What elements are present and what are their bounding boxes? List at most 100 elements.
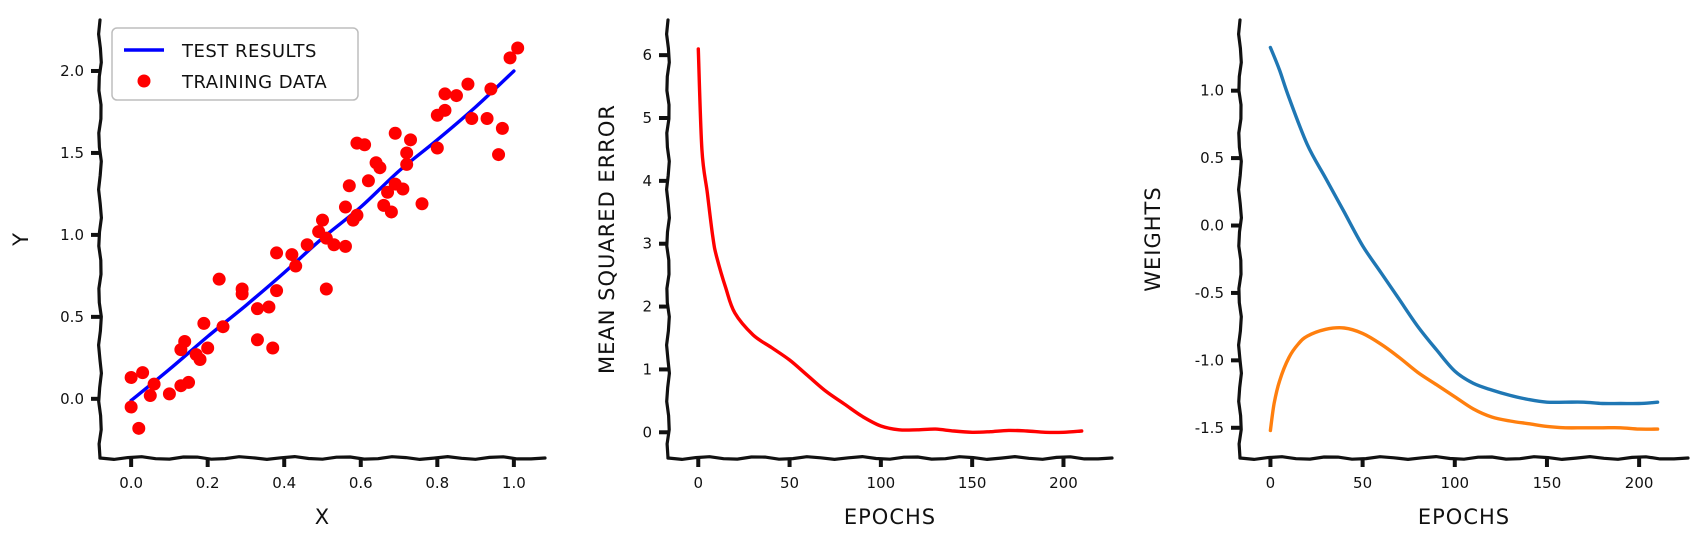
y-tick-label: 1.0	[1200, 82, 1224, 100]
training-data-point	[327, 238, 341, 252]
x-tick-label: 100	[867, 474, 896, 492]
training-data-point	[262, 300, 276, 314]
y-tick-label: 0.5	[1200, 149, 1224, 167]
x-tick-label: 0.6	[349, 474, 373, 492]
series-line-1	[696, 47, 1084, 435]
x-tick-label: 1.0	[502, 474, 526, 492]
training-data-point	[384, 205, 398, 219]
chart-panel-3: 0 50 100 150 200 1.0 0.5 0.0 -0.5 -1.0 -1.5 Epochs W…	[1141, 18, 1690, 529]
training-data-point	[492, 148, 506, 162]
training-data-point	[480, 112, 494, 126]
training-data-point	[124, 371, 138, 385]
chart-panel-1: 0.0 0.2 0.4 0.6 0.8 1.0 0.0 0.5 1.0 1.5 2.0 x y Test …	[9, 18, 547, 529]
legend-frame	[111, 27, 359, 101]
y-tick-label: 6	[642, 46, 652, 64]
training-data-point	[250, 302, 264, 316]
x-axis-spine	[1238, 454, 1690, 462]
legend-entry-label: Test results	[181, 41, 317, 62]
x-tick-label: 0	[693, 474, 703, 492]
y-tick-label: 0.0	[1200, 217, 1224, 235]
series-line-1	[1268, 45, 1660, 406]
y-axis-label: Mean Squared Error	[595, 104, 619, 374]
training-data-point	[396, 182, 410, 196]
x-axis-spine	[666, 454, 1114, 462]
x-axis-label: Epochs	[1418, 505, 1510, 529]
training-data-point	[461, 77, 475, 91]
training-data-point	[438, 103, 452, 117]
training-data-point	[235, 282, 249, 296]
y-axis-label: Weights	[1141, 186, 1165, 291]
training-data-point	[495, 121, 509, 135]
x-tick-label: 50	[780, 474, 799, 492]
training-data-point	[511, 41, 525, 55]
x-tick-label: 200	[1625, 474, 1654, 492]
y-tick-label: 0.0	[60, 390, 84, 408]
y-tick-label: 2	[642, 298, 652, 316]
training-data-point	[216, 320, 230, 334]
training-data-point	[270, 246, 284, 260]
training-data-point	[373, 161, 387, 175]
training-data-point	[350, 208, 364, 222]
training-data-point	[503, 51, 517, 65]
training-data-point	[197, 316, 211, 330]
x-tick-label: 0.2	[196, 474, 220, 492]
training-data-point	[316, 213, 329, 227]
legend-marker-dot	[137, 74, 151, 88]
y-tick-label: 0	[642, 423, 652, 441]
x-tick-label: 0.0	[119, 474, 143, 492]
training-data-point	[136, 366, 150, 380]
x-axis-spine	[98, 454, 547, 462]
training-data-point	[388, 126, 402, 140]
y-axis-label: y	[9, 232, 33, 247]
training-data-point	[361, 174, 375, 188]
y-tick-label: 3	[642, 235, 652, 253]
training-data-point	[132, 421, 146, 435]
training-data-point	[250, 333, 264, 347]
training-data-point	[358, 138, 372, 152]
training-data-point	[400, 146, 414, 160]
training-data-point	[201, 341, 215, 355]
x-tick-label: 0.4	[272, 474, 296, 492]
x-tick-label: 0.8	[425, 474, 449, 492]
training-data-point	[289, 259, 303, 273]
x-tick-label: 150	[958, 474, 987, 492]
y-tick-label: 1.0	[60, 226, 84, 244]
y-axis-spine	[664, 18, 672, 460]
training-data-point	[178, 334, 192, 348]
y-tick-label: 0.5	[60, 308, 84, 326]
y-axis-spine	[1236, 18, 1244, 460]
y-tick-label: 1	[642, 360, 652, 378]
training-data-point	[266, 341, 280, 355]
training-data-point	[484, 82, 498, 96]
training-data-point	[182, 375, 196, 389]
y-tick-label: 5	[642, 109, 652, 127]
training-data-point	[404, 133, 418, 147]
training-data-point	[381, 185, 395, 199]
y-tick-label: 2.0	[60, 62, 84, 80]
y-tick-label: -1.0	[1195, 351, 1224, 369]
training-data-point	[319, 282, 333, 296]
y-axis-spine	[96, 18, 104, 460]
training-data-point	[285, 248, 299, 262]
x-axis-label: x	[315, 505, 330, 529]
x-tick-label: 0	[1266, 474, 1276, 492]
training-data-point	[438, 87, 452, 101]
legend-entry-label: Training data	[181, 72, 327, 93]
y-tick-label: 4	[642, 172, 652, 190]
training-data-point	[124, 400, 138, 414]
x-tick-label: 100	[1440, 474, 1469, 492]
chart-panel-2: 0 50 100 150 200 0 1 2 3 4 5 6 Epochs Mean Squared Er…	[595, 18, 1114, 529]
training-data-point	[430, 141, 444, 155]
training-data-point	[338, 200, 352, 214]
y-tick-label: 1.5	[60, 144, 84, 162]
training-data-point	[465, 112, 479, 126]
training-data-point	[342, 179, 356, 193]
training-data-point	[400, 157, 414, 171]
training-data-point	[193, 352, 207, 366]
x-tick-label: 150	[1533, 474, 1562, 492]
training-data-point	[143, 389, 157, 403]
series-line-2	[1268, 326, 1660, 433]
training-data-point	[270, 284, 284, 298]
legend: Test results Training data	[111, 27, 359, 101]
